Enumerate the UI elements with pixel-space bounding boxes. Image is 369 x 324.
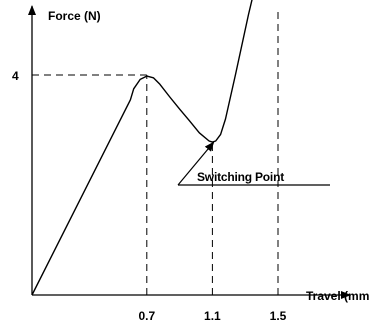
force-curve (31, 0, 253, 296)
series-line (31, 0, 253, 296)
x-axis-label: Travel (mm) (306, 289, 369, 303)
axes (28, 5, 351, 299)
y-axis-label: Force (N) (48, 9, 101, 23)
x-tick-label: 0.7 (138, 309, 155, 323)
annotation-arrow (177, 141, 215, 186)
reference-lines (32, 12, 279, 295)
switching-point-annotation: Switching Point (177, 141, 330, 186)
x-tick-label: 1.1 (204, 309, 221, 323)
y-tick-label: 4 (12, 69, 19, 83)
x-tick-label: 1.5 (270, 309, 287, 323)
annotation-label: Switching Point (197, 170, 284, 184)
tick-labels: 0.7 1.1 1.5 4 (12, 69, 287, 323)
